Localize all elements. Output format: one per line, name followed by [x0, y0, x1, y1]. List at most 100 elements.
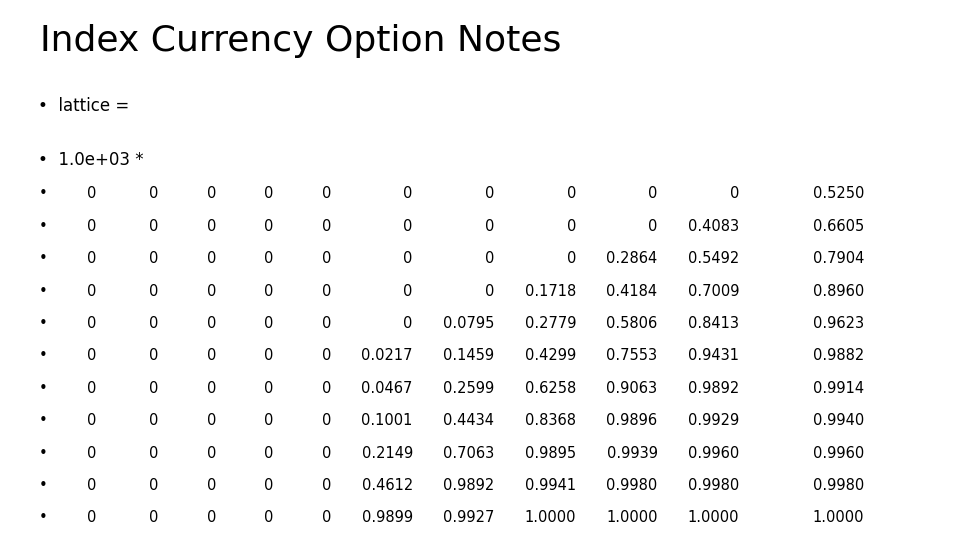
Text: 0: 0	[264, 381, 274, 396]
Text: 0: 0	[264, 316, 274, 331]
Text: 1.0000: 1.0000	[524, 510, 576, 525]
Text: 0.2599: 0.2599	[444, 381, 494, 396]
Text: 0.6258: 0.6258	[525, 381, 576, 396]
Text: •: •	[38, 510, 47, 525]
Text: •: •	[38, 219, 47, 234]
Text: 0: 0	[264, 284, 274, 299]
Text: 0: 0	[206, 316, 216, 331]
Text: 0: 0	[322, 478, 331, 493]
Text: 0: 0	[86, 510, 96, 525]
Text: 1.0000: 1.0000	[687, 510, 739, 525]
Text: 0: 0	[206, 251, 216, 266]
Text: 0: 0	[648, 219, 658, 234]
Text: 0.9895: 0.9895	[525, 446, 576, 461]
Text: 0: 0	[403, 219, 413, 234]
Text: 0: 0	[322, 251, 331, 266]
Text: 0: 0	[264, 413, 274, 428]
Text: 0: 0	[322, 316, 331, 331]
Text: 0: 0	[149, 413, 158, 428]
Text: 0.9623: 0.9623	[813, 316, 864, 331]
Text: 0: 0	[206, 284, 216, 299]
Text: 0.1001: 0.1001	[361, 413, 413, 428]
Text: 0.9892: 0.9892	[688, 381, 739, 396]
Text: •: •	[38, 316, 47, 331]
Text: 0: 0	[322, 219, 331, 234]
Text: 0: 0	[322, 348, 331, 363]
Text: 0: 0	[730, 186, 739, 201]
Text: 0.9960: 0.9960	[813, 446, 864, 461]
Text: 0: 0	[149, 348, 158, 363]
Text: 0.0795: 0.0795	[443, 316, 494, 331]
Text: 0.2864: 0.2864	[607, 251, 658, 266]
Text: 0.9892: 0.9892	[444, 478, 494, 493]
Text: 0: 0	[206, 186, 216, 201]
Text: 1.0000: 1.0000	[812, 510, 864, 525]
Text: 0: 0	[264, 251, 274, 266]
Text: •: •	[38, 381, 47, 396]
Text: 0: 0	[264, 510, 274, 525]
Text: 0.5492: 0.5492	[688, 251, 739, 266]
Text: 0.9929: 0.9929	[688, 413, 739, 428]
Text: 0.8960: 0.8960	[813, 284, 864, 299]
Text: 0.9882: 0.9882	[813, 348, 864, 363]
Text: 0: 0	[264, 219, 274, 234]
Text: 0: 0	[149, 284, 158, 299]
Text: 0.9927: 0.9927	[443, 510, 494, 525]
Text: 0.1718: 0.1718	[525, 284, 576, 299]
Text: 0.8368: 0.8368	[525, 413, 576, 428]
Text: •: •	[38, 413, 47, 428]
Text: 0: 0	[206, 381, 216, 396]
Text: 0: 0	[149, 381, 158, 396]
Text: 0.9896: 0.9896	[607, 413, 658, 428]
Text: Index Currency Option Notes: Index Currency Option Notes	[40, 24, 562, 58]
Text: 0: 0	[149, 510, 158, 525]
Text: 0: 0	[206, 348, 216, 363]
Text: •: •	[38, 186, 47, 201]
Text: 0.9431: 0.9431	[688, 348, 739, 363]
Text: 0: 0	[149, 316, 158, 331]
Text: 0: 0	[566, 251, 576, 266]
Text: 0: 0	[149, 478, 158, 493]
Text: 0: 0	[86, 251, 96, 266]
Text: 0: 0	[86, 348, 96, 363]
Text: •  lattice =: • lattice =	[38, 97, 130, 115]
Text: 0.1459: 0.1459	[444, 348, 494, 363]
Text: 0.0217: 0.0217	[361, 348, 413, 363]
Text: 0: 0	[264, 478, 274, 493]
Text: •: •	[38, 284, 47, 299]
Text: 0.9939: 0.9939	[607, 446, 658, 461]
Text: 0.4299: 0.4299	[525, 348, 576, 363]
Text: 0: 0	[485, 284, 494, 299]
Text: 0.7904: 0.7904	[812, 251, 864, 266]
Text: 0: 0	[86, 381, 96, 396]
Text: 0.9980: 0.9980	[607, 478, 658, 493]
Text: 0: 0	[149, 446, 158, 461]
Text: 0: 0	[403, 316, 413, 331]
Text: 0.9960: 0.9960	[688, 446, 739, 461]
Text: 0.5250: 0.5250	[812, 186, 864, 201]
Text: 0.4083: 0.4083	[688, 219, 739, 234]
Text: 0.7063: 0.7063	[444, 446, 494, 461]
Text: 0.9899: 0.9899	[362, 510, 413, 525]
Text: 0: 0	[206, 219, 216, 234]
Text: 0: 0	[403, 251, 413, 266]
Text: 0.9914: 0.9914	[813, 381, 864, 396]
Text: 0.6605: 0.6605	[813, 219, 864, 234]
Text: 0: 0	[264, 186, 274, 201]
Text: 0: 0	[322, 510, 331, 525]
Text: •: •	[38, 251, 47, 266]
Text: 0.7553: 0.7553	[607, 348, 658, 363]
Text: 0: 0	[264, 348, 274, 363]
Text: 0.4434: 0.4434	[444, 413, 494, 428]
Text: 0: 0	[149, 251, 158, 266]
Text: 0: 0	[206, 510, 216, 525]
Text: 0: 0	[322, 413, 331, 428]
Text: 0: 0	[322, 284, 331, 299]
Text: •: •	[38, 446, 47, 461]
Text: 0: 0	[206, 446, 216, 461]
Text: 0: 0	[206, 413, 216, 428]
Text: 0: 0	[86, 284, 96, 299]
Text: 0.9940: 0.9940	[813, 413, 864, 428]
Text: 0: 0	[485, 219, 494, 234]
Text: 0: 0	[86, 446, 96, 461]
